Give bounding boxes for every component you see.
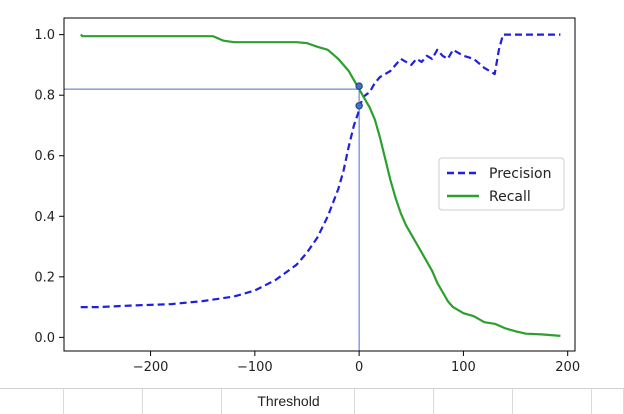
y-tick-label: 0.8 bbox=[34, 89, 55, 104]
x-tick-label: 100 bbox=[451, 360, 476, 375]
sheet-cell bbox=[434, 389, 513, 414]
sheet-cell bbox=[0, 389, 64, 414]
x-tick-label: 200 bbox=[555, 360, 580, 375]
x-tick-label: −100 bbox=[237, 360, 273, 375]
y-tick-label: 1.0 bbox=[34, 28, 55, 43]
series-line-recall bbox=[80, 33, 561, 337]
x-tick-label: 0 bbox=[355, 360, 363, 375]
sheet-cell bbox=[64, 389, 143, 414]
sheet-cell bbox=[592, 389, 624, 414]
legend-label-precision: Precision bbox=[489, 166, 551, 182]
x-tick-label: −200 bbox=[133, 360, 169, 375]
spreadsheet-row: Threshold bbox=[0, 388, 624, 414]
y-axis: 0.0 0.2 0.4 0.6 0.8 1.0 bbox=[34, 28, 64, 346]
legend: Precision Recall bbox=[438, 157, 565, 211]
sheet-cell bbox=[222, 389, 355, 414]
sheet-cell bbox=[513, 389, 592, 414]
x-axis-label: Threshold bbox=[257, 393, 320, 409]
precision-recall-chart: −200 −100 0 100 200 0.0 0.2 0.4 0.6 0.8 1.0 Preci… bbox=[34, 17, 580, 375]
marker-layer bbox=[355, 82, 363, 110]
plot-frame bbox=[63, 17, 576, 352]
sheet-cell bbox=[143, 389, 222, 414]
series-line-precision bbox=[80, 33, 561, 309]
y-tick-label: 0.0 bbox=[34, 331, 55, 346]
sheet-cell bbox=[355, 389, 434, 414]
annotation-layer bbox=[64, 88, 360, 351]
y-tick-label: 0.2 bbox=[34, 270, 55, 285]
threshold-marker-2 bbox=[355, 102, 363, 110]
y-tick-label: 0.4 bbox=[34, 210, 55, 225]
x-axis: −200 −100 0 100 200 bbox=[133, 351, 580, 375]
y-tick-label: 0.6 bbox=[34, 149, 55, 164]
series-layer bbox=[80, 33, 561, 337]
legend-label-recall: Recall bbox=[489, 189, 531, 205]
threshold-marker-1 bbox=[355, 82, 363, 90]
